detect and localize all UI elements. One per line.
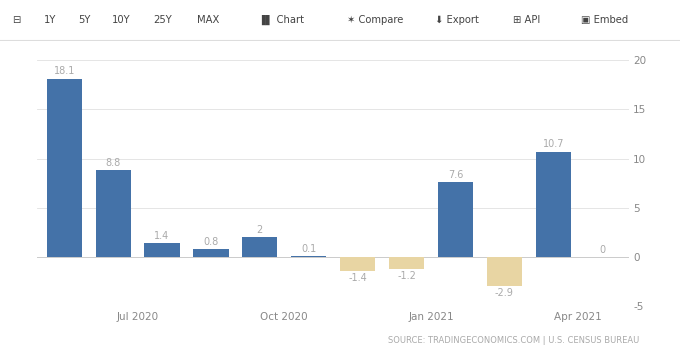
Text: SOURCE: TRADINGECONOMICS.COM | U.S. CENSUS BUREAU: SOURCE: TRADINGECONOMICS.COM | U.S. CENS… [388, 336, 639, 345]
Text: 5Y: 5Y [78, 15, 90, 25]
Bar [438, 182, 473, 257]
Text: 25Y: 25Y [153, 15, 172, 25]
Text: -2.9: -2.9 [495, 288, 514, 298]
Bar [193, 249, 228, 257]
Bar [340, 257, 375, 271]
Text: ✶ Compare: ✶ Compare [347, 15, 403, 25]
Bar [47, 79, 82, 257]
Text: 1.4: 1.4 [154, 231, 170, 241]
Text: ▣ Embed: ▣ Embed [581, 15, 628, 25]
Bar [242, 237, 277, 257]
Bar [96, 170, 131, 257]
Text: 0: 0 [599, 245, 605, 255]
Text: 1Y: 1Y [44, 15, 56, 25]
Text: ⬇ Export: ⬇ Export [435, 15, 479, 25]
Text: 2: 2 [257, 225, 263, 235]
Bar [144, 243, 180, 257]
Text: 7.6: 7.6 [447, 170, 463, 180]
Text: 0.1: 0.1 [301, 244, 316, 253]
Text: -1.2: -1.2 [397, 271, 416, 281]
Text: ⊞ API: ⊞ API [513, 15, 541, 25]
Bar [389, 257, 424, 269]
Bar [536, 152, 571, 257]
Text: 8.8: 8.8 [105, 158, 121, 168]
Text: ▐▌ Chart: ▐▌ Chart [258, 15, 305, 25]
Text: -1.4: -1.4 [348, 273, 367, 283]
Text: ⊟: ⊟ [12, 15, 20, 25]
Bar [291, 256, 326, 257]
Text: 10Y: 10Y [112, 15, 131, 25]
Text: 18.1: 18.1 [54, 67, 75, 76]
Text: MAX: MAX [197, 15, 220, 25]
Bar [487, 257, 522, 286]
Text: 10.7: 10.7 [543, 139, 564, 149]
Text: 0.8: 0.8 [203, 237, 218, 247]
